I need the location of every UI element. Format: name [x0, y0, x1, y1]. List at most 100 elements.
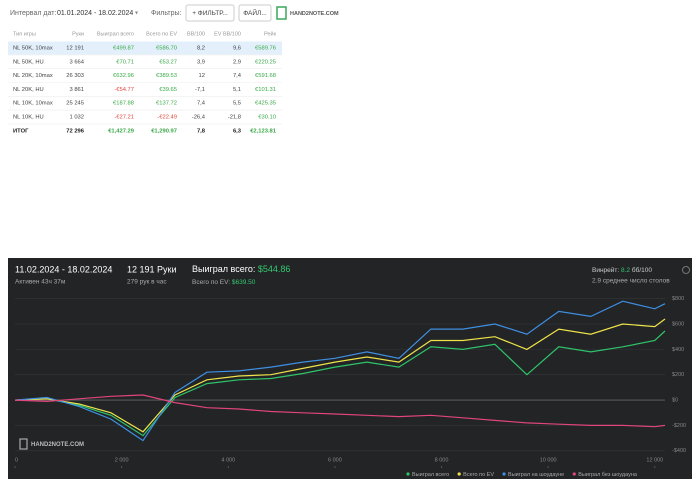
winrate-label: Винрейт:: [592, 266, 619, 274]
table-cell: €389.53: [156, 73, 177, 79]
logo: HAND2NOTE.COM: [290, 11, 339, 17]
table-cell: €591.68: [255, 73, 276, 79]
active-time: Активен 43ч 37м: [15, 279, 66, 286]
logo-icon: [276, 6, 287, 20]
table-cell: 1 032: [69, 115, 84, 121]
file-button-text[interactable]: ФАЙЛ...: [243, 8, 267, 17]
y-tick-label: -$200: [672, 423, 686, 429]
table-cell: -€54.77: [114, 87, 134, 93]
table-cell: €1,427.29: [108, 128, 135, 134]
won-total: Выиграл всего: $544.86: [192, 264, 290, 274]
legend-label: Всего по EV: [463, 472, 494, 478]
series-line: [14, 330, 666, 437]
x-tick-label: 0: [15, 457, 18, 463]
table-cell: €187.88: [113, 101, 134, 107]
legend-marker: [502, 472, 506, 476]
table-cell: -€22.49: [157, 115, 177, 121]
legend-label: Выиграл всего: [412, 472, 449, 478]
table-cell: 12: [199, 73, 205, 79]
y-tick-label: -$400: [672, 448, 686, 454]
y-tick-label: $600: [672, 321, 684, 327]
chart-panel: [8, 258, 692, 479]
x-tick-label: 2 000: [115, 457, 129, 463]
table-cell: €1,290.97: [151, 128, 177, 134]
table-cell: NL 50K, HU: [13, 59, 44, 65]
table-cell: €220.25: [255, 59, 276, 65]
ev-value: $639.50: [232, 279, 256, 286]
table-cell: -26,4: [192, 115, 206, 121]
hands: 12 191 Руки: [127, 264, 177, 274]
table-cell: 3 861: [69, 87, 84, 93]
series-line: [14, 300, 666, 442]
column-header: Всего по EV: [146, 31, 177, 37]
table-cell: 72 296: [66, 128, 85, 134]
legend-marker: [406, 472, 410, 476]
settings-icon[interactable]: [682, 266, 690, 274]
y-tick-label: $0: [672, 398, 678, 404]
column-header: EV BB/100: [214, 31, 241, 37]
y-tick-label: $400: [672, 347, 684, 353]
table-cell: €499.87: [113, 46, 134, 52]
table-cell: 2,9: [233, 59, 241, 65]
x-tick-label: 10 000: [540, 457, 557, 463]
table-cell: 26 303: [66, 73, 84, 79]
table-cell: NL 20K, 10max: [13, 73, 53, 79]
selected-row: [8, 41, 282, 55]
column-header: Выиграл всего: [97, 31, 134, 37]
table-cell: €632.96: [113, 73, 134, 79]
filter-button[interactable]: [185, 4, 235, 22]
table-cell: -21,8: [228, 115, 241, 121]
table-cell: NL 10K, HU: [13, 115, 44, 121]
y-tick-label: $200: [672, 372, 684, 378]
x-tick-label: 12 000: [646, 457, 663, 463]
table-cell: 5,1: [233, 87, 241, 93]
winrate-value: 8.2: [621, 267, 630, 274]
filter-button-text[interactable]: + ФИЛЬТР...: [192, 10, 228, 17]
filters-label: Фильтры:: [151, 10, 182, 17]
table-cell: NL 50K, 10max: [13, 46, 53, 52]
date-label: Интервал дат:: [10, 10, 56, 17]
column-header: BB/100: [187, 31, 205, 37]
table-cell: €101.31: [255, 87, 276, 93]
watermark: HAND2NOTE.COM: [31, 442, 84, 448]
ev-label: Всего по EV:: [192, 279, 230, 286]
table-cell: 8,2: [197, 46, 205, 52]
column-header: Руки: [72, 31, 84, 37]
table-cell: €586.70: [156, 46, 177, 52]
table-cell: 5,5: [233, 101, 241, 107]
table-cell: -7,1: [195, 87, 205, 93]
ev-total: Всего по EV: $639.50: [192, 279, 256, 286]
table-cell: €39.65: [159, 87, 177, 93]
table-cell: NL 10K, 10max: [13, 101, 53, 107]
hands-per-hour: 279 рук в час: [127, 279, 167, 286]
winrate: Винрейт: 8.2 бб/100: [592, 266, 652, 274]
table-cell: €30.10: [258, 115, 276, 121]
table-cell: €589.76: [255, 46, 276, 52]
table-cell: 9,6: [233, 46, 241, 52]
x-tick-label: 8 000: [435, 457, 449, 463]
table-cell: 12 191: [66, 46, 84, 52]
table-cell: 6,3: [233, 128, 242, 134]
column-header: Тип игры: [13, 31, 36, 37]
watermark-icon: [19, 438, 28, 450]
won-label: Выиграл всего:: [192, 264, 255, 274]
legend-marker: [457, 472, 461, 476]
y-tick-label: $800: [672, 296, 684, 302]
table-cell: 7,8: [197, 128, 206, 134]
legend-label: Выиграл на шоудауне: [508, 472, 564, 478]
file-button[interactable]: [238, 4, 272, 22]
date-range[interactable]: 01.01.2024 - 18.02.2024: [57, 10, 133, 17]
table-cell: €70.71: [116, 59, 134, 65]
dropdown-arrow[interactable]: ▾: [135, 11, 138, 17]
legend-marker: [572, 472, 576, 476]
table-cell: €425.35: [255, 101, 276, 107]
table-cell: €2,123.81: [250, 128, 277, 134]
table-cell: €137.72: [156, 101, 177, 107]
panel-date-range: 11.02.2024 - 18.02.2024: [15, 264, 112, 274]
table-cell: 7,4: [233, 73, 242, 79]
table-cell: 3 664: [69, 59, 84, 65]
table-cell: €53.27: [159, 59, 177, 65]
table-cell: NL 20K, HU: [13, 87, 44, 93]
table-cell: 3,9: [197, 59, 205, 65]
